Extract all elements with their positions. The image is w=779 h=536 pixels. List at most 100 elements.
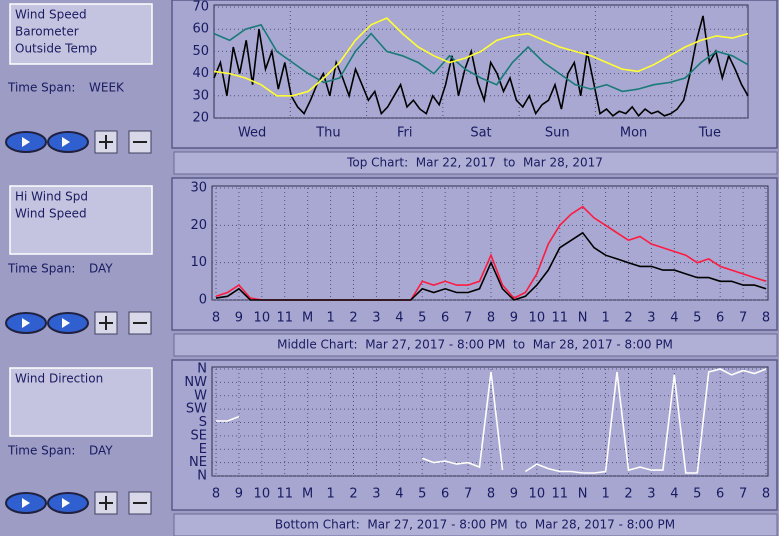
y-tick-label: W [194, 388, 207, 403]
prev-button[interactable] [5, 312, 47, 334]
x-tick-label: 3 [372, 311, 380, 326]
prev-button[interactable] [5, 492, 47, 514]
minus-button[interactable] [128, 491, 152, 515]
x-tick-label: 4 [395, 311, 403, 326]
caption-bar [173, 333, 778, 357]
button-icon [99, 135, 113, 149]
button-arrow [22, 498, 30, 508]
x-tick-label: 2 [349, 487, 357, 502]
y-tick-label: 50 [192, 44, 209, 59]
x-tick-label: 3 [372, 487, 380, 502]
chart-caption: Top Chart: Mar 22, 2017 to Mar 28, 2017 [346, 156, 603, 170]
x-tick-label: 7 [464, 311, 472, 326]
y-tick-label: NW [184, 375, 207, 390]
button-arrow [62, 318, 70, 328]
x-tick-label: N [578, 487, 588, 502]
x-tick-label: Sat [470, 126, 491, 141]
x-tick-label: 4 [670, 311, 678, 326]
next-button[interactable] [47, 492, 89, 514]
caption-bar [173, 151, 778, 175]
x-tick-label: Tue [698, 126, 721, 141]
series-box [9, 185, 153, 255]
series-name: Wind Speed [15, 8, 87, 22]
series-box [9, 367, 153, 437]
x-tick-label: 1 [326, 487, 334, 502]
next-button[interactable] [47, 312, 89, 334]
x-tick-label: Thu [315, 126, 340, 141]
y-tick-label: NE [189, 455, 207, 470]
x-tick-label: 9 [235, 487, 243, 502]
x-tick-label: 6 [716, 311, 724, 326]
series-line [213, 17, 749, 97]
next-button[interactable] [47, 131, 89, 153]
button-arrow [22, 318, 30, 328]
x-tick-label: 10 [529, 311, 546, 326]
time-span: DAY [89, 444, 113, 458]
plus-button[interactable] [94, 311, 118, 335]
minus-button[interactable] [128, 311, 152, 335]
x-tick-label: 11 [276, 311, 293, 326]
x-tick-label: 4 [395, 487, 403, 502]
x-tick-label: 2 [349, 311, 357, 326]
time-span-label: Time Span: [7, 444, 75, 458]
time-span-label: Time Span: [7, 262, 75, 276]
x-tick-label: 8 [762, 311, 770, 326]
plus-button[interactable] [94, 491, 118, 515]
y-tick-label: N [197, 469, 207, 484]
y-tick-label: 20 [192, 111, 209, 126]
chart-caption: Middle Chart: Mar 27, 2017 - 8:00 PM to … [277, 338, 673, 352]
x-tick-label: Mon [620, 126, 647, 141]
x-tick-label: 1 [601, 487, 609, 502]
x-tick-label: Fri [397, 126, 413, 141]
x-tick-label: 5 [693, 487, 701, 502]
x-tick-label: 6 [716, 487, 724, 502]
series-line [216, 368, 767, 474]
series-name: Wind Speed [15, 207, 87, 221]
series-line [215, 231, 767, 301]
x-tick-label: 10 [254, 311, 271, 326]
chart-caption: Bottom Chart: Mar 27, 2017 - 8:00 PM to … [275, 518, 675, 532]
minus-button[interactable] [128, 130, 152, 154]
x-tick-label: N [578, 311, 588, 326]
time-span: WEEK [89, 81, 125, 95]
series-line [213, 15, 749, 118]
x-tick-label: 5 [693, 311, 701, 326]
button-arrow [22, 137, 30, 147]
y-tick-label: S [199, 415, 207, 430]
y-tick-label: 0 [199, 293, 207, 308]
series-line [213, 23, 749, 93]
x-tick-label: Sun [545, 126, 570, 141]
x-tick-label: 6 [441, 311, 449, 326]
series-name: Outside Temp [15, 42, 97, 56]
series-name: Wind Direction [15, 372, 103, 386]
button-icon [99, 316, 113, 330]
x-tick-label: 8 [487, 487, 495, 502]
x-tick-label: 5 [418, 311, 426, 326]
time-span-label: Time Span: [7, 81, 75, 95]
series-name: Barometer [15, 25, 79, 39]
x-tick-label: 8 [212, 487, 220, 502]
x-tick-label: 9 [235, 311, 243, 326]
y-tick-label: 70 [192, 0, 209, 15]
x-tick-label: 11 [276, 487, 293, 502]
plus-button[interactable] [94, 130, 118, 154]
x-tick-label: 4 [670, 487, 678, 502]
x-tick-label: 10 [254, 487, 271, 502]
x-tick-label: 11 [551, 311, 568, 326]
y-tick-label: SE [191, 428, 207, 443]
prev-button[interactable] [5, 131, 47, 153]
x-tick-label: 7 [464, 487, 472, 502]
y-tick-label: 10 [190, 255, 207, 270]
time-span: DAY [89, 262, 113, 276]
x-tick-label: 8 [212, 311, 220, 326]
x-tick-label: 2 [624, 487, 632, 502]
x-tick-label: 1 [326, 311, 334, 326]
x-tick-label: M [302, 487, 313, 502]
series-box [9, 3, 153, 65]
x-tick-label: 5 [418, 487, 426, 502]
x-tick-label: 9 [510, 311, 518, 326]
x-tick-label: 6 [441, 487, 449, 502]
